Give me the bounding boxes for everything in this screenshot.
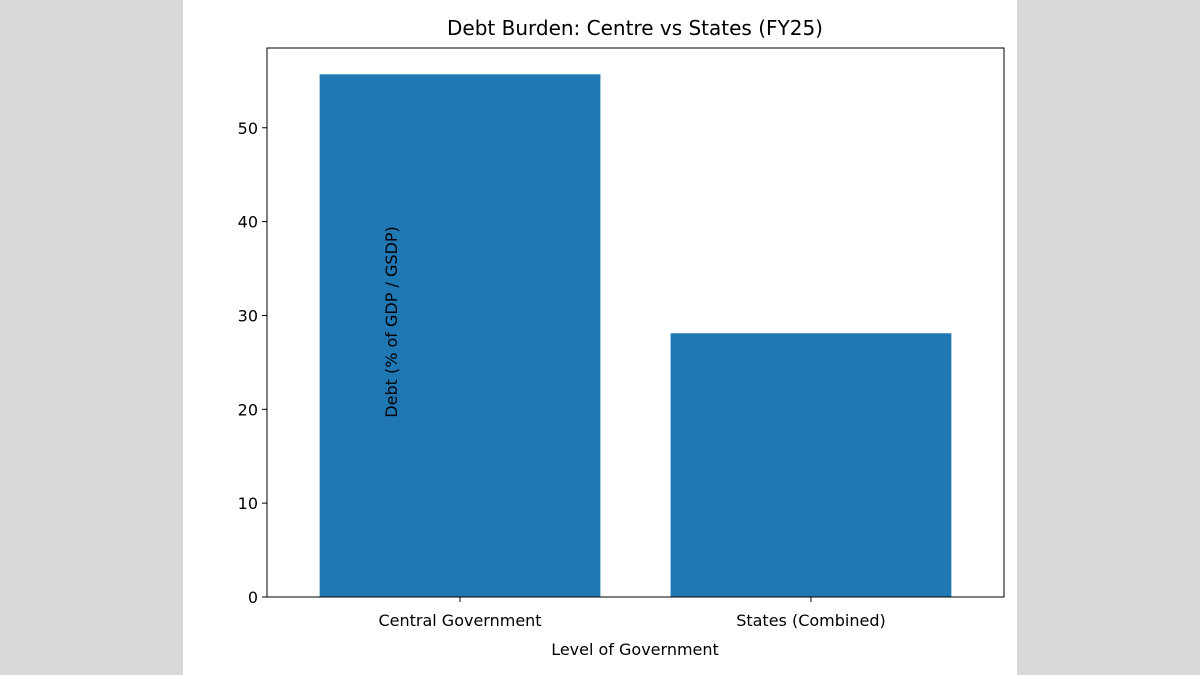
- axes-frame: [266, 47, 1005, 598]
- y-axis-label: Debt (% of GDP / GSDP): [382, 226, 401, 417]
- figure: Debt Burden: Centre vs States (FY25) 0 10…: [183, 0, 1017, 675]
- y-tick-label: 0: [248, 588, 258, 607]
- y-tick-label: 20: [238, 400, 258, 419]
- y-tick-label: 50: [238, 119, 258, 138]
- x-axis-label: Level of Government: [551, 640, 719, 659]
- plot-area: 0 10 20 30 40 50 Central Government States (Com…: [238, 47, 1005, 630]
- bar-2: [670, 333, 952, 597]
- bar-1: [319, 74, 601, 598]
- bar-chart: Debt Burden: Centre vs States (FY25) 0 10…: [238, 16, 1005, 659]
- y-tick-label: 10: [238, 494, 258, 513]
- x-tick-label: Central Government: [378, 611, 541, 630]
- x-tick-label: States (Combined): [736, 611, 886, 630]
- chart-title: Debt Burden: Centre vs States (FY25): [447, 16, 823, 40]
- y-tick-label: 30: [238, 306, 258, 325]
- y-tick-label: 40: [238, 213, 258, 232]
